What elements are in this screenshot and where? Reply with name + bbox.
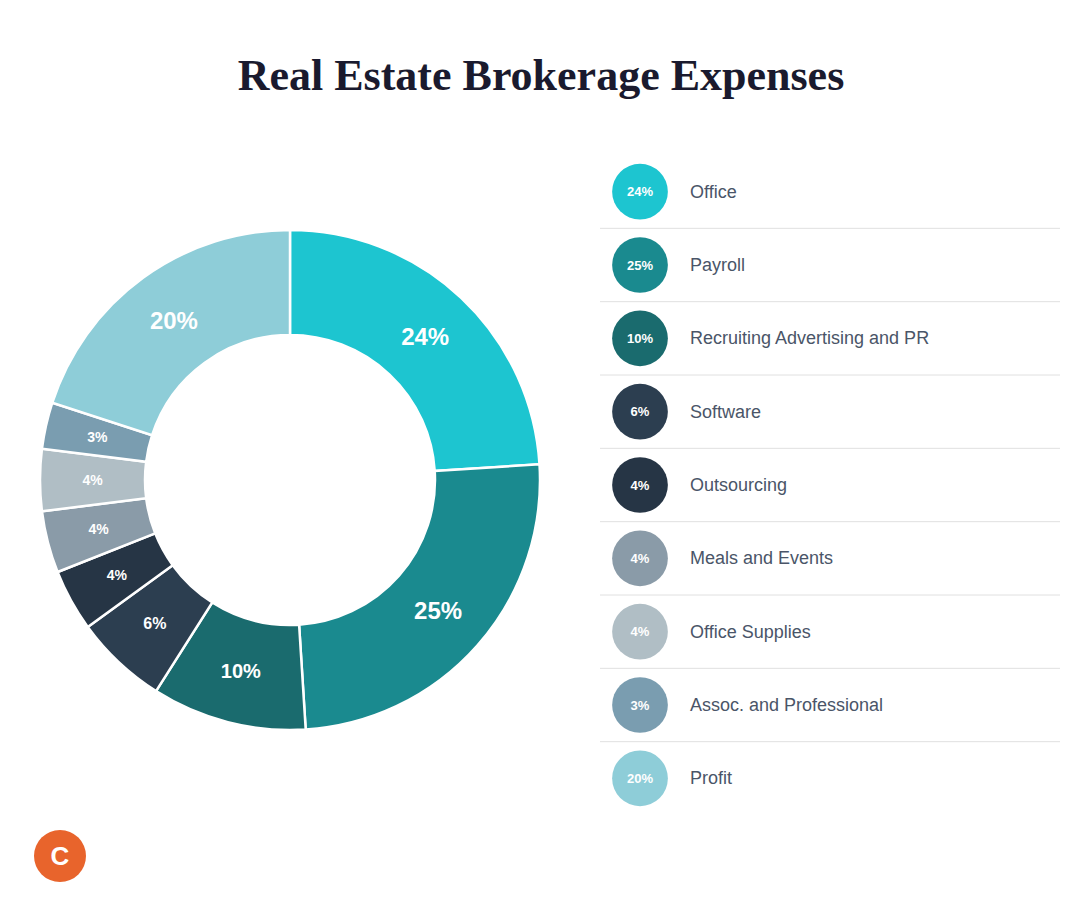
data-label: 6%: [143, 615, 166, 632]
data-label: 3%: [87, 429, 108, 445]
legend-swatch: [612, 384, 668, 440]
legend-separator: [600, 228, 1060, 229]
donut-slice: [299, 464, 540, 729]
legend-swatch: [612, 310, 668, 366]
legend-swatch: [612, 677, 668, 733]
legend-swatch: [612, 530, 668, 586]
donut: [40, 230, 540, 730]
legend-label: Software: [690, 402, 761, 422]
legend-value: 4%: [631, 551, 650, 566]
legend-label: Profit: [690, 768, 732, 788]
legend-separator: [600, 375, 1060, 376]
annotation: C: [51, 841, 70, 871]
legend-value: 24%: [627, 184, 653, 199]
legend-value: 4%: [631, 624, 650, 639]
legend-separator: [600, 301, 1060, 302]
legend-separator: [600, 741, 1060, 742]
data-label: 4%: [82, 472, 103, 488]
legend-separator: [600, 595, 1060, 596]
donut-slice: [290, 230, 540, 471]
legend-value: 25%: [627, 258, 653, 273]
legend-value: 10%: [627, 331, 653, 346]
legend-swatch: [612, 750, 668, 806]
legend-separator: [600, 521, 1060, 522]
data-labels: 24% 25% 10% 6% 4% 4% 4% 3% 20%: [82, 307, 462, 683]
legend-label: Assoc. and Professional: [690, 695, 883, 715]
legend-value: 6%: [631, 404, 650, 419]
chart-container: Real Estate Brokerage Expenses 24% 25% 10% 6…: [0, 0, 1082, 900]
legend-label: Recruiting Advertising and PR: [690, 328, 929, 348]
donut-slice: [52, 230, 290, 435]
title: Real Estate Brokerage Expenses: [238, 51, 845, 100]
data-label: 10%: [221, 660, 261, 682]
data-label: 24%: [401, 323, 449, 350]
data-label: 4%: [107, 567, 128, 583]
legend-swatch: [612, 164, 668, 220]
chart-svg: Real Estate Brokerage Expenses 24% 25% 10% 6…: [0, 0, 1082, 900]
legend-label: Office: [690, 182, 737, 202]
legend-value: 4%: [631, 478, 650, 493]
legend-separator: [600, 668, 1060, 669]
legend-swatch: [612, 604, 668, 660]
legend-label: Office Supplies: [690, 622, 811, 642]
legend-swatch: [612, 457, 668, 513]
legend-swatch: [612, 237, 668, 293]
data-label: 20%: [150, 307, 198, 334]
legend-value: 3%: [631, 698, 650, 713]
legend-separator: [600, 448, 1060, 449]
logo: [34, 830, 86, 882]
legend-label: Payroll: [690, 255, 745, 275]
legend-label: Meals and Events: [690, 548, 833, 568]
legend: 24% Office 25% Payroll 10% Recruiting Adverti…: [600, 164, 1060, 806]
legend-value: 20%: [627, 771, 653, 786]
data-label: 25%: [414, 597, 462, 624]
legend-label: Outsourcing: [690, 475, 787, 495]
data-label: 4%: [89, 521, 110, 537]
